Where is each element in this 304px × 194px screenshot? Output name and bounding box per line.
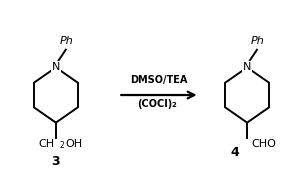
Text: OH: OH: [66, 139, 83, 149]
Text: DMSO/TEA: DMSO/TEA: [130, 75, 188, 85]
Text: Ph: Ph: [251, 36, 265, 46]
Text: 2: 2: [171, 102, 176, 108]
Text: (COCl): (COCl): [137, 99, 173, 109]
Text: Ph: Ph: [60, 36, 74, 46]
Text: 2: 2: [60, 141, 64, 150]
Text: N: N: [243, 62, 251, 72]
Text: CH: CH: [39, 139, 55, 149]
Text: 3: 3: [52, 155, 60, 168]
Text: CHO: CHO: [251, 139, 276, 149]
Text: 4: 4: [231, 146, 240, 159]
Text: N: N: [52, 62, 60, 72]
